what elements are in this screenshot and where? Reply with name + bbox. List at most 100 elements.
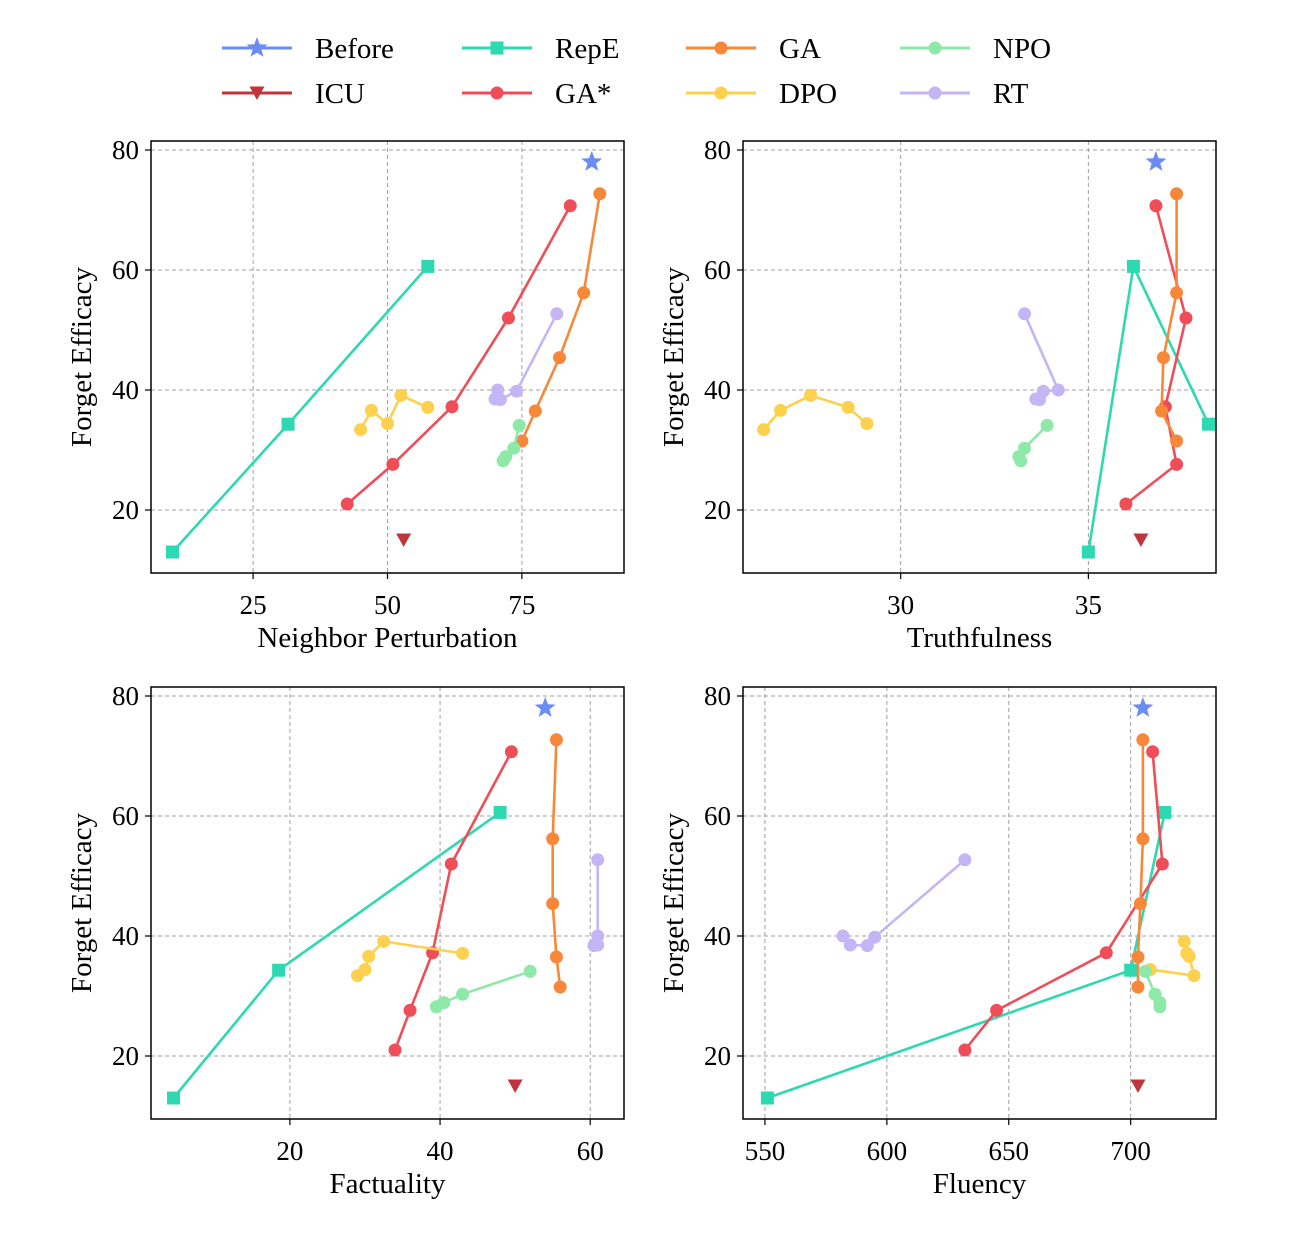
data-point-rt [868, 930, 882, 944]
data-point-ga [1133, 897, 1147, 911]
data-point-repe [421, 259, 435, 273]
data-point-ga-star [1155, 857, 1169, 871]
series-before [534, 697, 556, 717]
chart-panel-3: 20 40 60 20 40 60 80 Factuality Forget Efficacy [66, 681, 625, 1200]
series-line-repe [1087, 265, 1210, 553]
series-repe [1081, 259, 1215, 559]
data-point-ga [1155, 404, 1169, 418]
data-point-ga-star [1179, 311, 1193, 325]
data-point-ga [549, 950, 563, 964]
data-point-ga [546, 897, 560, 911]
y-tick-label: 60 [704, 255, 731, 285]
data-point-ga-star [445, 400, 459, 414]
data-point-rt [493, 393, 507, 407]
data-point-rt [550, 307, 564, 321]
data-point-npo [523, 964, 537, 978]
series-dpo [350, 934, 470, 983]
data-point-repe [281, 417, 295, 431]
data-point-rt [1036, 384, 1050, 398]
data-point-ga-star [1149, 199, 1163, 213]
series-ga-star [1119, 199, 1193, 511]
data-point-rt [591, 853, 605, 867]
y-tick-label: 20 [112, 1041, 139, 1071]
data-point-ga-star [1119, 497, 1133, 511]
y-tick-label: 20 [112, 495, 139, 525]
legend-item-repe: RepE [462, 33, 619, 65]
series-icu [507, 1079, 523, 1093]
x-axis-label: Fluency [933, 1168, 1027, 1200]
legend-item-ga: GA [686, 33, 821, 65]
series-npo [1012, 418, 1054, 468]
x-tick-label: 650 [989, 1136, 1030, 1166]
data-point-ga-star [444, 857, 458, 871]
chart-panel-4: 550 600 650 700 20 40 60 80 Fluency Forget Effica… [658, 681, 1217, 1200]
data-point-npo [456, 987, 470, 1001]
series-ga-star [958, 745, 1169, 1057]
chart-panel-1: 25 50 75 20 40 60 80 Neighbor Perturbation Forge… [66, 135, 625, 654]
data-point-rt [591, 938, 605, 952]
data-point-ga [1136, 733, 1150, 747]
x-tick-label: 25 [240, 590, 267, 620]
data-point-ga-star [990, 1003, 1004, 1017]
y-axis-label: Forget Efficacy [658, 266, 690, 447]
series-ga-star [340, 199, 577, 511]
data-point-ga-star [388, 1043, 402, 1057]
data-point-dpo [362, 949, 376, 963]
series-line-repe [171, 265, 429, 553]
legend-label-rt: RT [993, 78, 1029, 110]
data-point-ga-star [403, 1003, 417, 1017]
data-point-ga-star [386, 457, 400, 471]
data-point-repe [166, 545, 179, 559]
series-npo [1138, 964, 1167, 1014]
data-point-rt [843, 938, 857, 952]
series-dpo [354, 388, 435, 437]
data-point-ga [1131, 950, 1145, 964]
plot-frame [742, 140, 1217, 574]
series-line-npo [435, 970, 531, 1008]
data-point-repe [1201, 417, 1215, 431]
data-point-before [581, 151, 603, 171]
y-tick-label: 80 [704, 681, 731, 711]
data-point-before [534, 697, 556, 717]
y-tick-label: 80 [704, 135, 731, 165]
data-point-npo [1018, 441, 1032, 455]
plot-frame [742, 686, 1217, 1120]
legend-label-ga: GA [779, 33, 821, 65]
chart-panel-2: 30 35 20 40 60 80 Truthfulness Forget Efficacy [658, 135, 1217, 654]
series-rt [488, 307, 564, 407]
data-point-dpo [860, 417, 874, 431]
data-point-ga-star [1170, 457, 1184, 471]
data-point-repe [1081, 545, 1095, 559]
data-point-ga [546, 832, 560, 846]
data-point-npo [1040, 418, 1054, 432]
legend-marker-dpo [714, 86, 728, 100]
series-ga-star [388, 745, 518, 1057]
data-point-npo [507, 441, 521, 455]
legend-item-dpo: DPO [686, 78, 837, 110]
x-axis-label: Truthfulness [907, 622, 1053, 654]
y-tick-label: 20 [704, 495, 731, 525]
x-axis-label: Factuality [330, 1168, 446, 1200]
legend-item-before: Before [222, 33, 394, 65]
data-point-dpo [1180, 946, 1194, 960]
data-point-rt [510, 384, 523, 398]
legend-marker-rt [928, 86, 942, 100]
data-point-before [1145, 151, 1167, 171]
x-tick-label: 50 [374, 590, 401, 620]
data-point-npo [1153, 1000, 1167, 1014]
x-tick-label: 35 [1075, 590, 1102, 620]
legend-item-ga-star: GA* [462, 78, 611, 110]
data-point-rt [958, 853, 972, 867]
data-point-repe [1124, 963, 1138, 977]
data-point-icu [1133, 533, 1149, 547]
data-point-dpo [1177, 934, 1191, 948]
legend-marker-npo [928, 41, 942, 55]
legend-label-icu: ICU [315, 78, 365, 110]
data-point-npo [499, 450, 513, 464]
data-point-dpo [381, 417, 394, 431]
data-point-repe [760, 1091, 774, 1105]
legend-label-before: Before [315, 33, 394, 65]
series-icu [1133, 533, 1149, 547]
series-dpo [757, 388, 874, 437]
y-tick-label: 40 [704, 921, 731, 951]
